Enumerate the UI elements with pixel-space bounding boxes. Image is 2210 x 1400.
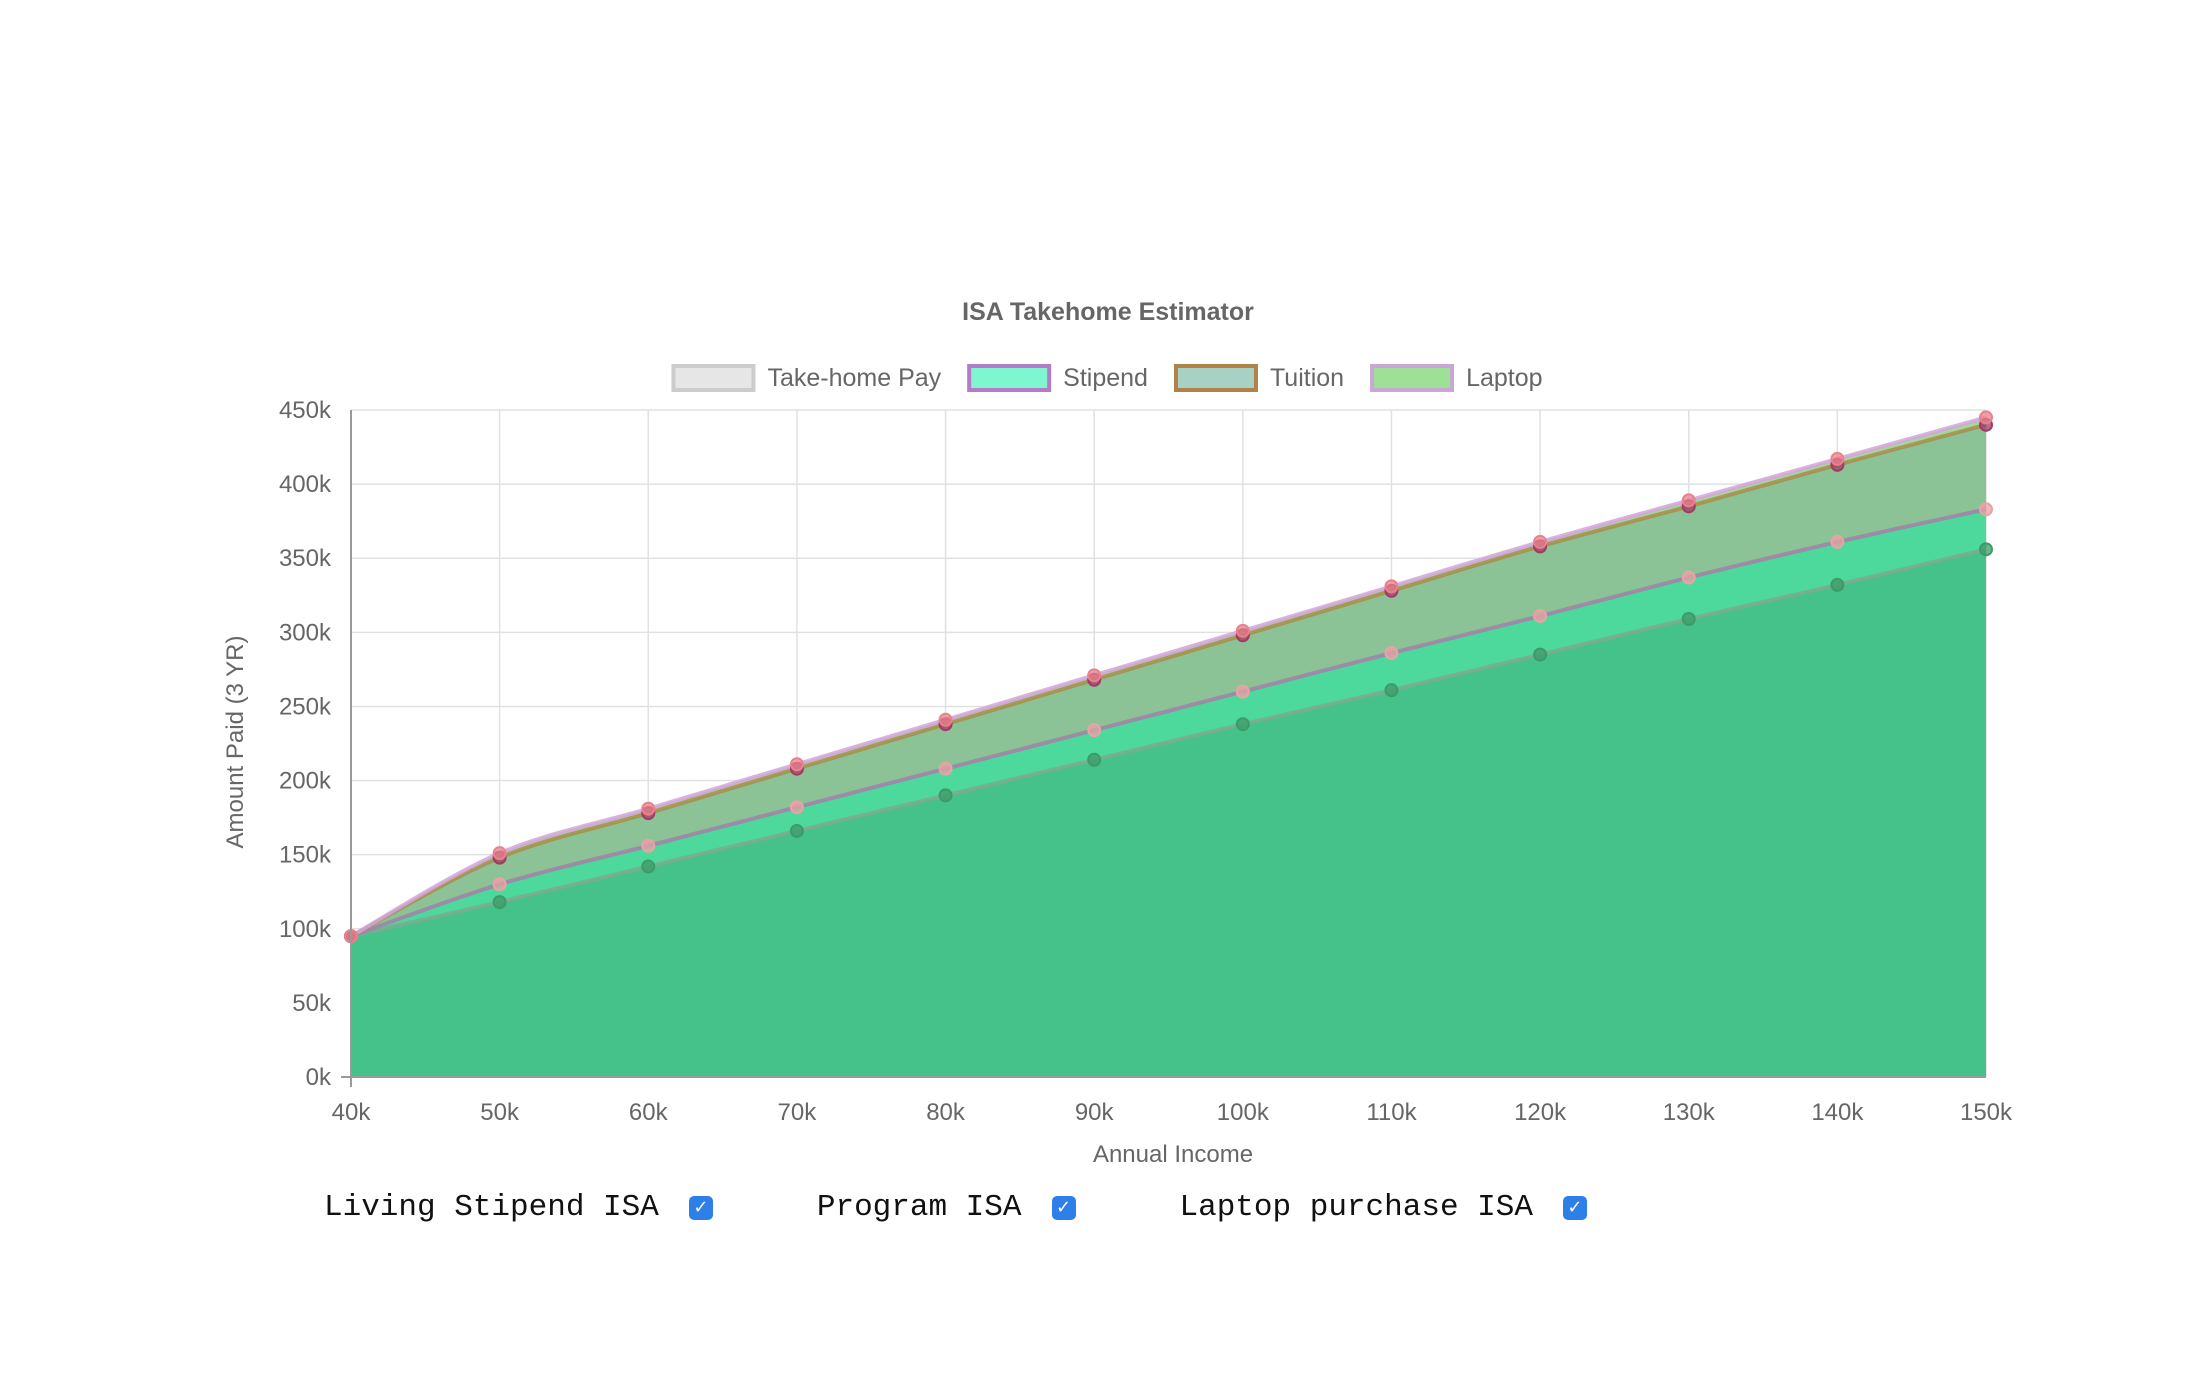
legend-swatch	[1370, 364, 1455, 392]
data-point[interactable]	[1533, 534, 1548, 549]
y-axis-label: Amount Paid (3 YR)	[222, 636, 249, 849]
y-tick-label: 50k	[292, 990, 332, 1017]
line-tuition	[350, 422, 1987, 938]
legend-label: Laptop	[1466, 364, 1542, 392]
x-tick-label: 80k	[926, 1099, 966, 1126]
data-point[interactable]	[1235, 684, 1250, 699]
x-tick-label: 90k	[1075, 1099, 1115, 1126]
toggle-living-stipend-isa: Living Stipend ISA ✓	[324, 1190, 713, 1225]
legend-label: Stipend	[1063, 364, 1148, 392]
chart-title: ISA Takehome Estimator	[962, 298, 1254, 326]
x-tick-label: 60k	[629, 1099, 669, 1126]
data-point[interactable]	[789, 800, 804, 815]
y-tick-label: 250k	[279, 693, 332, 720]
data-point[interactable]	[1979, 542, 1993, 557]
data-point[interactable]	[1830, 577, 1845, 592]
program-isa-checkbox[interactable]: ✓	[1051, 1195, 1076, 1220]
x-tick-label: 150k	[1960, 1099, 2013, 1126]
legend-item-take-home-pay[interactable]: Take-home Pay	[671, 364, 942, 392]
line-stipend	[350, 507, 1987, 939]
data-point[interactable]	[1235, 717, 1250, 732]
y-axis-ticks: 0k 50k 100k 150k 200k 250k 300k 350k 400k 450k	[279, 397, 332, 1091]
data-point[interactable]	[938, 788, 953, 803]
laptop-purchase-isa-checkbox[interactable]: ✓	[1562, 1195, 1587, 1220]
x-axis-label: Annual Income	[1093, 1141, 1253, 1168]
data-point[interactable]	[1384, 646, 1399, 661]
toggle-program-isa: Program ISA ✓	[817, 1190, 1076, 1225]
data-point[interactable]	[641, 859, 656, 874]
chart-lines	[350, 415, 1987, 939]
chart-legend: Take-home Pay Stipend Tuition Laptop	[671, 364, 1543, 392]
x-tick-label: 120k	[1514, 1099, 1567, 1126]
data-point[interactable]	[1979, 502, 1993, 517]
y-tick-label: 200k	[279, 768, 332, 795]
legend-item-stipend[interactable]: Stipend	[967, 364, 1148, 392]
x-tick-label: 110k	[1366, 1099, 1417, 1126]
data-point[interactable]	[1087, 752, 1102, 767]
line-take-home-pay	[350, 547, 1987, 939]
data-point[interactable]	[1235, 623, 1250, 638]
data-point[interactable]	[1979, 410, 1993, 425]
x-tick-label: 100k	[1217, 1099, 1270, 1126]
legend-swatch	[967, 364, 1052, 392]
y-tick-label: 350k	[279, 545, 332, 572]
data-point[interactable]	[1384, 579, 1399, 594]
isa-toggles: Living Stipend ISA ✓ Program ISA ✓ Lapto…	[324, 1190, 1691, 1225]
data-point[interactable]	[641, 801, 656, 816]
x-tick-label: 70k	[778, 1099, 818, 1126]
legend-label: Tuition	[1270, 364, 1344, 392]
x-tick-label: 50k	[480, 1099, 520, 1126]
chart-areas	[351, 417, 1986, 1077]
legend-swatch	[1173, 364, 1258, 392]
y-tick-label: 400k	[279, 471, 332, 498]
legend-item-tuition[interactable]: Tuition	[1173, 364, 1344, 392]
data-point[interactable]	[492, 895, 507, 910]
data-point[interactable]	[492, 846, 507, 861]
toggle-laptop-purchase-isa: Laptop purchase ISA ✓	[1180, 1190, 1587, 1225]
y-tick-label: 100k	[279, 916, 332, 943]
legend-swatch	[671, 364, 756, 392]
data-point[interactable]	[641, 838, 656, 853]
data-point[interactable]	[789, 757, 804, 772]
data-point[interactable]	[1533, 647, 1548, 662]
y-tick-label: 450k	[279, 397, 332, 424]
chart-axes	[341, 410, 1986, 1087]
x-axis-ticks: 40k 50k 60k 70k 80k 90k 100k 110k 120k 130k 140k 15…	[332, 1099, 2013, 1126]
toggle-label: Program ISA	[816, 1190, 1022, 1225]
y-tick-label: 0k	[306, 1064, 332, 1091]
data-point[interactable]	[1384, 683, 1399, 698]
toggle-label: Living Stipend ISA	[324, 1190, 659, 1225]
data-point[interactable]	[1681, 611, 1696, 626]
legend-label: Take-home Pay	[767, 364, 941, 392]
data-point[interactable]	[1681, 570, 1696, 585]
data-point[interactable]	[1830, 451, 1845, 466]
legend-item-laptop[interactable]: Laptop	[1370, 364, 1543, 392]
chart-points	[344, 410, 1993, 944]
data-point[interactable]	[1087, 723, 1102, 738]
area-take-home-pay	[351, 549, 1986, 1077]
x-tick-label: 130k	[1663, 1099, 1716, 1126]
data-point[interactable]	[1830, 534, 1845, 549]
data-point[interactable]	[1681, 493, 1696, 508]
data-point[interactable]	[1087, 668, 1102, 683]
y-tick-label: 300k	[279, 619, 332, 646]
data-point[interactable]	[1533, 609, 1548, 624]
toggle-label: Laptop purchase ISA	[1179, 1190, 1533, 1225]
x-tick-label: 40k	[332, 1099, 372, 1126]
data-point[interactable]	[789, 823, 804, 838]
x-tick-label: 140k	[1811, 1099, 1864, 1126]
data-point[interactable]	[492, 877, 507, 892]
data-point[interactable]	[938, 761, 953, 776]
data-point[interactable]	[938, 712, 953, 727]
y-tick-label: 150k	[279, 842, 332, 869]
living-stipend-isa-checkbox[interactable]: ✓	[688, 1195, 713, 1220]
line-laptop	[350, 415, 1987, 938]
